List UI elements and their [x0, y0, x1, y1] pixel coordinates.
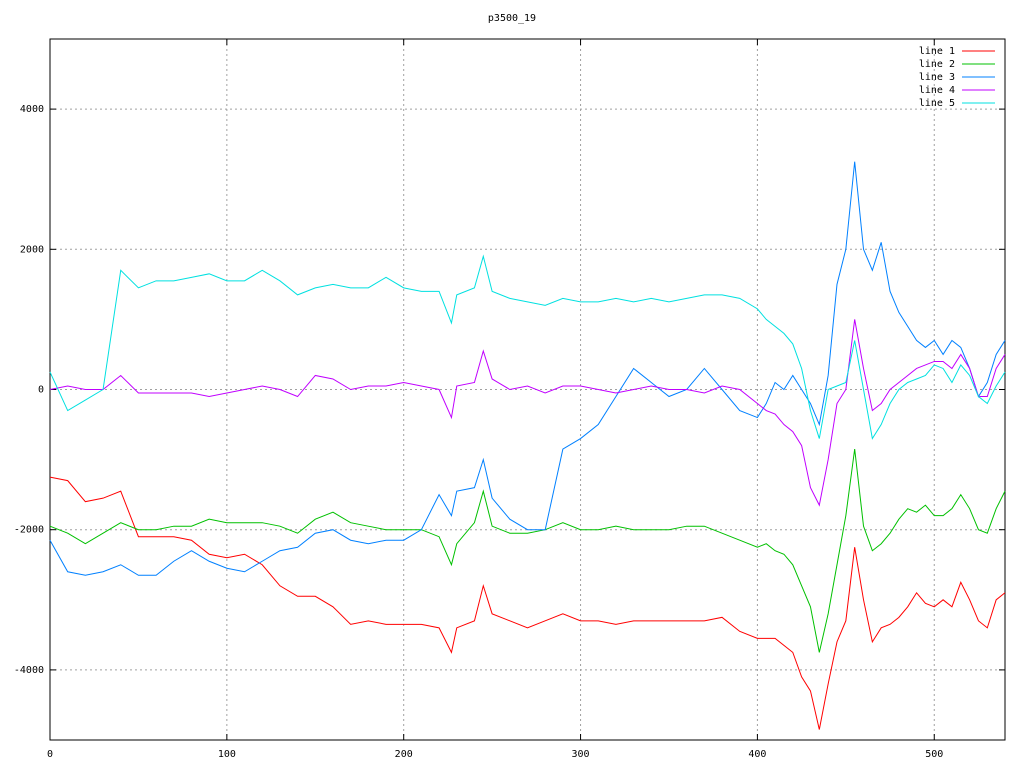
y-tick-label: 4000	[20, 104, 44, 115]
y-tick-label: -4000	[14, 665, 44, 676]
x-tick-label: 200	[395, 749, 413, 760]
x-tick-label: 100	[218, 749, 236, 760]
data-line	[49, 449, 1006, 653]
y-tick-label: 0	[38, 385, 44, 396]
legend-label: line 1	[919, 46, 955, 57]
data-line	[49, 161, 1006, 576]
legend-label: line 5	[919, 98, 955, 109]
y-tick-label: 2000	[20, 244, 44, 255]
legend-label: line 2	[919, 59, 955, 70]
legend-label: line 4	[919, 85, 955, 96]
chart-title: p3500_19	[488, 13, 536, 24]
data-line	[49, 476, 1006, 730]
x-tick-label: 0	[47, 749, 53, 760]
x-tick-label: 500	[925, 749, 943, 760]
x-tick-label: 400	[748, 749, 766, 760]
data-line	[49, 254, 1006, 440]
x-tick-label: 300	[572, 749, 590, 760]
legend-label: line 3	[919, 72, 955, 83]
data-line	[49, 319, 1006, 507]
y-tick-label: -2000	[14, 525, 44, 536]
